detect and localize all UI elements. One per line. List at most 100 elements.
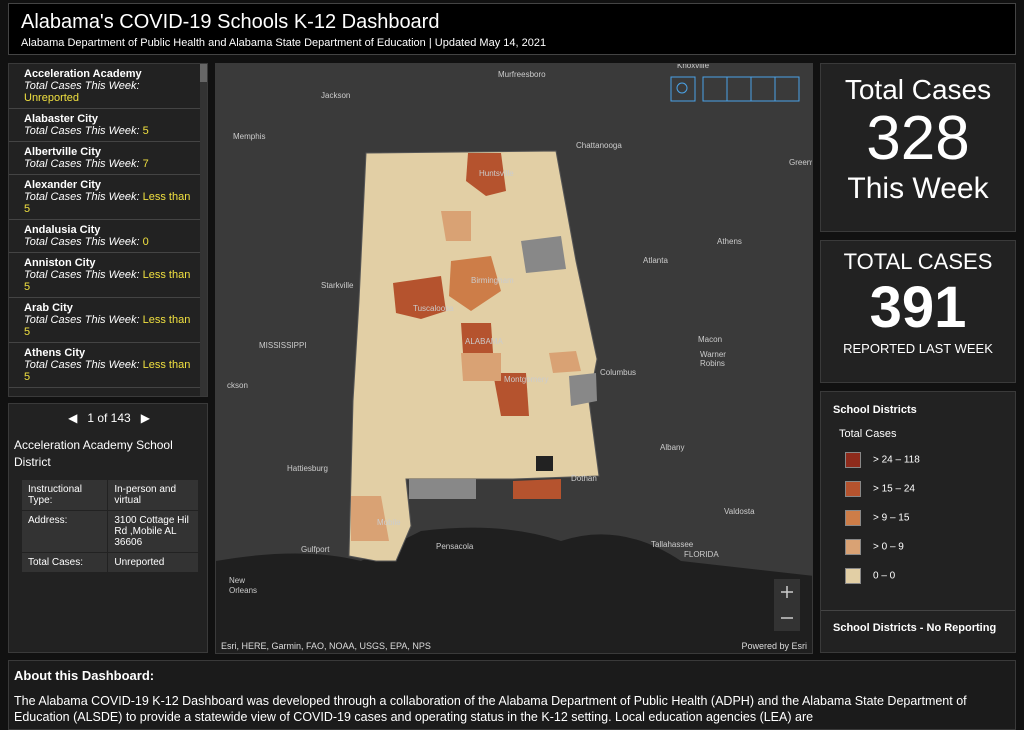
- case-value: Less than 5: [24, 191, 191, 215]
- map-label: Montgomery: [504, 375, 548, 384]
- district: [549, 351, 581, 373]
- district: [513, 479, 561, 499]
- case-label: Total Cases This Week:: [24, 314, 140, 326]
- map-label: Gulfport: [301, 545, 330, 554]
- stat-caption: This Week: [847, 172, 989, 205]
- district-name: Alexander City: [24, 179, 102, 191]
- case-value: Less than 5: [24, 314, 191, 338]
- detail-row: Total Cases: Unreported: [20, 552, 199, 573]
- detail-table: Instructional Type: In-person and virtual…: [20, 479, 199, 573]
- list-item[interactable]: Arab City Total Cases This Week: Less tha…: [9, 298, 200, 343]
- district-name: Alabaster City: [24, 113, 98, 125]
- map-label: Tuscaloosa: [413, 304, 454, 313]
- map-label: Athens: [717, 237, 742, 246]
- map-label: New: [229, 576, 245, 585]
- case-value: 7: [142, 158, 149, 170]
- swatch: [845, 452, 861, 468]
- list-item[interactable]: Alexander City Total Cases This Week: Les…: [9, 175, 200, 220]
- field-name: Total Cases:: [20, 552, 109, 573]
- pager: ◀ 1 of 143 ▶: [9, 411, 207, 425]
- case-value: Less than 5: [24, 359, 191, 383]
- header: Alabama's COVID-19 Schools K-12 Dashboar…: [8, 3, 1016, 55]
- swatch: [845, 481, 861, 497]
- list-item[interactable]: Alabaster City Total Cases This Week: 5: [9, 109, 200, 142]
- list-item[interactable]: Acceleration Academy Total Cases This Wee…: [9, 64, 200, 109]
- search-icon: [676, 82, 688, 94]
- case-line: Total Cases This Week: Less than 5: [24, 269, 194, 293]
- search-button[interactable]: [670, 76, 696, 102]
- swatch: [845, 510, 861, 526]
- next[interactable]: ▶: [140, 411, 150, 425]
- field-name: Address:: [20, 510, 109, 553]
- legend-label: > 15 – 24: [873, 483, 915, 495]
- case-label: Total Cases This Week:: [24, 80, 140, 92]
- scroll-thumb[interactable]: [200, 64, 207, 82]
- stat-value: 391: [869, 275, 967, 340]
- case-label: Total Cases This Week:: [24, 158, 140, 170]
- map-label: Atlanta: [643, 256, 668, 265]
- map-label: ALABAMA: [465, 337, 503, 346]
- about-panel: About this Dashboard: The Alabama COVID-…: [8, 660, 1016, 730]
- map-label: MISSISSIPPI: [259, 341, 307, 350]
- map-label: Memphis: [233, 132, 265, 141]
- map-label: Greenville: [789, 158, 813, 167]
- district: [461, 353, 501, 381]
- case-line: Total Cases This Week: Unreported: [24, 80, 194, 104]
- detail-row: Address: 3100 Cottage Hil Rd ,Mobile AL 3…: [20, 510, 199, 553]
- case-value: 0: [142, 236, 149, 248]
- items: Acceleration Academy Total Cases This Wee…: [9, 64, 207, 388]
- map-label: Huntsville: [479, 169, 514, 178]
- map-canvas: Murfreesboro Knoxville Jackson Memphis Chatt…: [216, 64, 813, 653]
- map-label: Columbus: [600, 368, 636, 377]
- district-name: Arab City: [24, 302, 73, 314]
- qr-button[interactable]: [774, 76, 800, 102]
- district-no-report: [569, 373, 597, 406]
- map-label: Robins: [700, 359, 725, 368]
- district: [351, 496, 389, 541]
- prev[interactable]: ◀: [68, 411, 78, 425]
- legend-label: 0 – 0: [873, 570, 896, 582]
- map-label: Birmingham: [471, 276, 514, 285]
- detail-title: Acceleration Academy School District: [14, 438, 173, 469]
- legend-title-2: School Districts - No Reporting: [833, 622, 997, 634]
- map-label: Jackson: [321, 91, 350, 100]
- case-label: Total Cases This Week:: [24, 236, 140, 248]
- case-line: Total Cases This Week: Less than 5: [24, 191, 194, 215]
- field-name: Instructional Type:: [20, 479, 109, 511]
- list-item[interactable]: Anniston City Total Cases This Week: Less…: [9, 253, 200, 298]
- legend-label: > 24 – 118: [873, 454, 920, 466]
- attribution: Esri, HERE, Garmin, FAO, NOAA, USGS, EPA…: [221, 641, 431, 651]
- district-no-report: [521, 236, 566, 273]
- zoom-control[interactable]: [774, 579, 800, 631]
- list-item[interactable]: Andalusia City Total Cases This Week: 0: [9, 220, 200, 253]
- pager-text: 1 of 143: [87, 411, 131, 425]
- district-list: Acceleration Academy Total Cases This Wee…: [8, 63, 208, 397]
- legend-item: > 24 – 118: [845, 452, 920, 468]
- map-label: ckson: [227, 381, 248, 390]
- legend-label: > 0 – 9: [873, 541, 904, 553]
- legend-label: > 9 – 15: [873, 512, 910, 524]
- stat-caption: REPORTED LAST WEEK: [843, 341, 993, 356]
- about-text: The Alabama COVID-19 K-12 Dashboard was …: [14, 694, 967, 724]
- district-name: Albertville City: [24, 146, 102, 158]
- case-line: Total Cases This Week: Less than 5: [24, 314, 194, 338]
- detail-panel: ◀ 1 of 143 ▶ Acceleration Academy School…: [8, 403, 208, 653]
- map-label: Pensacola: [436, 542, 474, 551]
- legend-title: School Districts: [833, 404, 917, 416]
- district: [441, 211, 471, 241]
- map-label: Hattiesburg: [287, 464, 328, 473]
- field-value: In-person and virtual: [107, 479, 199, 511]
- district: [466, 153, 506, 196]
- map-label: Valdosta: [724, 507, 755, 516]
- list-item[interactable]: Albertville City Total Cases This Week: 7: [9, 142, 200, 175]
- map-toolbar[interactable]: [670, 76, 800, 102]
- map-label: Chattanooga: [576, 141, 622, 150]
- map[interactable]: Murfreesboro Knoxville Jackson Memphis Chatt…: [215, 63, 813, 654]
- powered-by: Powered by Esri: [741, 641, 807, 651]
- district-name: Anniston City: [24, 257, 96, 269]
- stat-value: 328: [866, 104, 970, 173]
- map-label: Starkville: [321, 281, 354, 290]
- list-item[interactable]: Athens City Total Cases This Week: Less t…: [9, 343, 200, 388]
- scrollbar[interactable]: [200, 64, 207, 396]
